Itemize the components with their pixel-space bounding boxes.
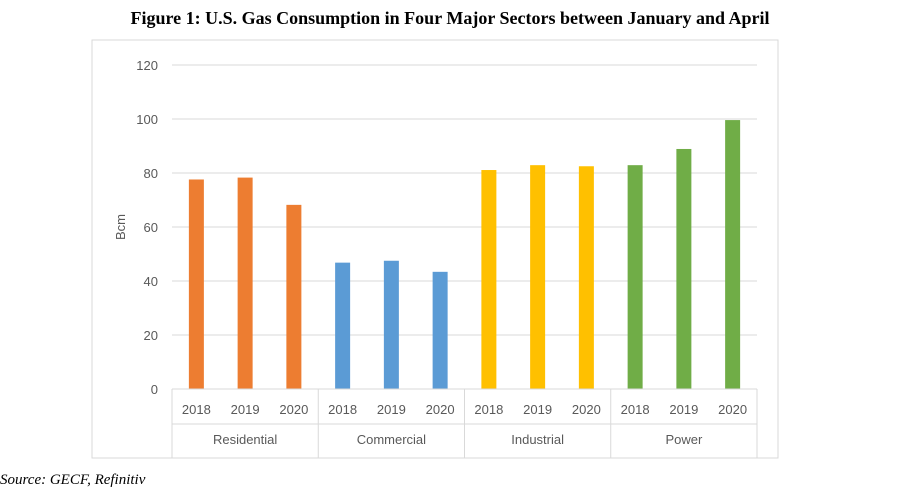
bar-commercial-2020 bbox=[432, 271, 448, 389]
group-label: Industrial bbox=[511, 432, 564, 447]
y-axis-label: Bcm bbox=[113, 214, 128, 240]
bar-commercial-2018 bbox=[335, 262, 351, 389]
bar-residential-2020 bbox=[286, 204, 302, 389]
x-tick-label: 2019 bbox=[231, 402, 260, 417]
group-label: Residential bbox=[213, 432, 277, 447]
x-tick-label: 2018 bbox=[474, 402, 503, 417]
bar-residential-2019 bbox=[237, 177, 253, 389]
y-tick-label: 60 bbox=[144, 220, 158, 235]
bar-power-2018 bbox=[627, 165, 643, 389]
bar-power-2019 bbox=[676, 148, 692, 389]
bar-commercial-2019 bbox=[383, 260, 399, 389]
x-tick-label: 2020 bbox=[572, 402, 601, 417]
y-tick-label: 120 bbox=[136, 58, 158, 73]
group-label: Commercial bbox=[357, 432, 426, 447]
chart-border bbox=[91, 39, 779, 459]
x-tick-label: 2018 bbox=[182, 402, 211, 417]
x-tick-label: 2020 bbox=[718, 402, 747, 417]
bar-industrial-2019 bbox=[530, 165, 546, 389]
y-tick-label: 20 bbox=[144, 328, 158, 343]
x-tick-label: 2019 bbox=[669, 402, 698, 417]
x-tick-label: 2018 bbox=[328, 402, 357, 417]
y-tick-label: 100 bbox=[136, 112, 158, 127]
group-label: Power bbox=[665, 432, 703, 447]
x-tick-label: 2019 bbox=[523, 402, 552, 417]
source-note: Source: GECF, Refinitiv bbox=[0, 472, 146, 488]
y-tick-label: 40 bbox=[144, 274, 158, 289]
chart-title: Figure 1: U.S. Gas Consumption in Four M… bbox=[130, 8, 770, 28]
bar-industrial-2018 bbox=[481, 170, 497, 389]
x-tick-label: 2019 bbox=[377, 402, 406, 417]
y-tick-label: 0 bbox=[151, 382, 158, 397]
y-tick-label: 80 bbox=[144, 166, 158, 181]
x-tick-label: 2018 bbox=[621, 402, 650, 417]
bar-industrial-2020 bbox=[578, 166, 594, 389]
bar-power-2020 bbox=[725, 120, 741, 389]
x-tick-label: 2020 bbox=[426, 402, 455, 417]
x-tick-label: 2020 bbox=[279, 402, 308, 417]
bar-residential-2018 bbox=[188, 179, 204, 389]
